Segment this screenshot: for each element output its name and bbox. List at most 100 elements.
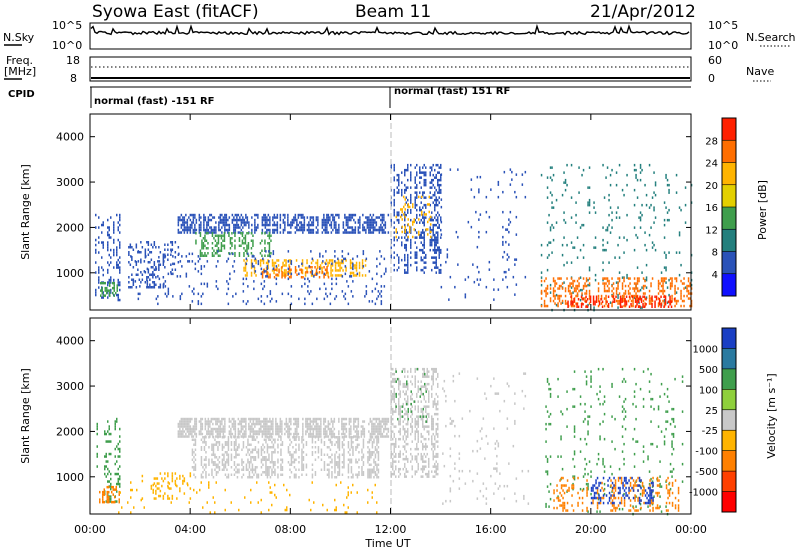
echo-cell [578,191,580,194]
echo-cell [249,427,252,431]
echo-cell [298,443,300,446]
echo-cell [338,461,341,464]
echo-cell [381,231,384,234]
echo-cell [338,446,341,449]
echo-cell [269,218,271,222]
echo-cell [290,272,293,276]
echo-cell [176,497,178,500]
echo-cell [416,173,418,177]
echo-cell [438,178,440,182]
echo-cell [245,453,248,456]
echo-cell [191,226,193,229]
echo-cell [247,476,249,479]
echo-cell [298,446,300,449]
echo-cell [266,436,269,439]
echo-cell [107,291,109,294]
echo-cell [159,472,162,475]
echo-cell [457,235,459,239]
echo-cell [105,465,107,468]
echo-cell [287,218,289,222]
echo-cell [674,284,676,288]
echo-cell [303,221,306,224]
echo-cell [335,226,337,229]
echo-cell [158,277,161,281]
echo-cell [110,500,112,503]
echo-cell [615,295,617,298]
echo-cell [404,173,406,177]
echo-cell [355,473,357,476]
echo-cell [345,221,348,224]
echo-cell [170,263,172,266]
echo-cell [208,463,210,466]
echo-cell [432,183,434,187]
echo-cell [162,494,165,498]
echo-cell [105,440,107,443]
echo-cell [238,237,241,240]
echo-cell [226,441,228,444]
echo-cell [254,446,257,449]
echo-cell [416,256,418,259]
echo-cell [387,213,390,217]
echo-cell [618,292,621,295]
echo-cell [352,436,354,439]
echo-cell [582,168,585,172]
echo-cell [668,208,670,212]
echo-cell [210,427,213,431]
echo-cell [179,422,181,426]
echo-cell [578,166,580,169]
echo-cell [338,456,341,459]
echo-cell [573,287,576,290]
echo-cell [345,427,348,431]
echo-cell [242,290,245,293]
echo-cell [476,265,479,269]
echo-cell [195,422,198,426]
echo-cell [242,441,245,444]
echo-cell [276,266,278,270]
echo-cell [309,228,312,232]
echo-cell [291,218,294,222]
echo-cell [296,228,298,232]
echo-cell [167,486,169,489]
echo-cell [506,285,509,289]
echo-cell [263,285,266,288]
echo-cell [276,425,279,428]
echo-cell [252,242,254,245]
echo-cell [245,277,248,281]
echo-cell [240,435,243,438]
echo-cell [164,492,166,495]
echo-cell [249,417,252,421]
echo-cell [440,285,443,289]
echo-cell [399,422,401,426]
echo-cell [189,218,192,222]
echo-cell [493,298,495,301]
echo-cell [182,216,184,219]
echo-cell [295,473,297,476]
echo-cell [330,274,332,277]
echo-cell [308,231,310,234]
echo-cell [393,198,395,202]
echo-cell [349,453,351,456]
echo-cell [224,420,226,423]
echo-cell [132,278,135,281]
echo-cell [96,455,98,458]
echo-cell [632,287,634,290]
echo-cell [302,443,305,446]
echo-cell [558,287,561,290]
echo-cell [552,238,555,242]
echo-cell [350,417,352,421]
echo-cell [260,422,262,426]
echo-cell [311,221,313,224]
echo-cell [119,241,121,244]
echo-cell [185,422,187,426]
echo-cell [662,289,664,293]
echo-cell [663,295,665,298]
echo-cell [330,231,333,234]
echo-cell [194,231,196,234]
echo-cell [244,496,246,499]
echo-cell [336,261,338,265]
echo-cell [621,300,623,303]
echo-cell [318,425,321,428]
echo-cell [502,255,504,259]
echo-cell [666,211,669,214]
echo-cell [369,228,372,232]
